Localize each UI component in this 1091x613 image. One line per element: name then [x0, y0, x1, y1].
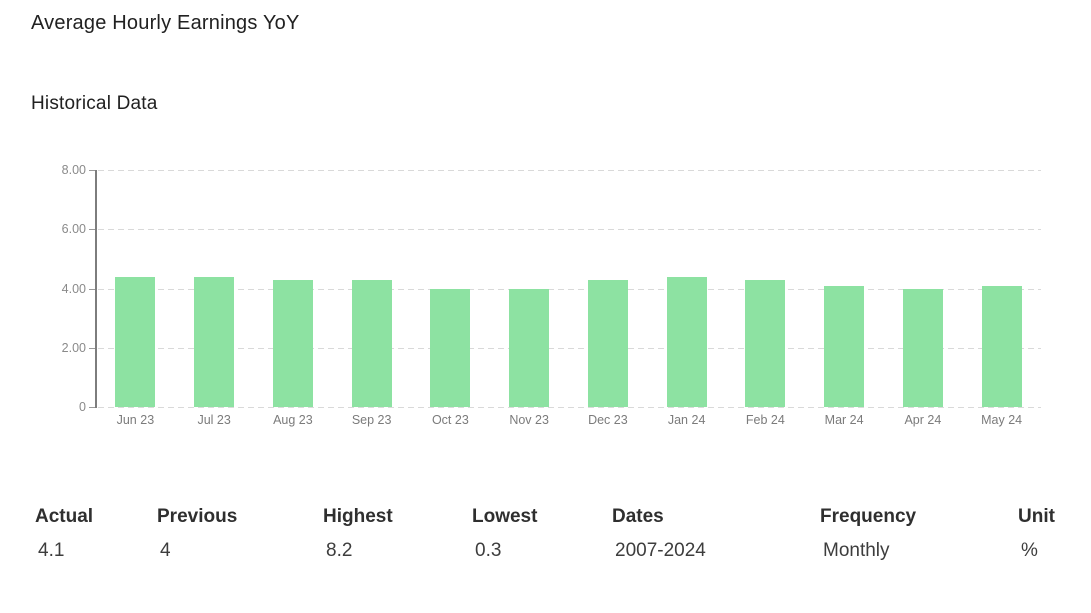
gridline: [98, 170, 1041, 171]
summary-table: Actual 4.1 Previous 4 Highest 8.2 Lowest…: [0, 504, 1091, 574]
summary-header-previous: Previous: [157, 506, 238, 527]
x-axis-label: Feb 24: [745, 413, 785, 427]
summary-col-dates: Dates 2007-2024: [612, 504, 706, 564]
y-axis-tick: [89, 347, 95, 349]
x-axis-label: Sep 23: [351, 413, 392, 427]
bar-jul-23[interactable]: [194, 276, 235, 407]
bar-sep-23[interactable]: [351, 279, 392, 407]
summary-value-unit: %: [1021, 540, 1038, 561]
x-axis-label: Oct 23: [431, 413, 469, 427]
summary-header-unit: Unit: [1018, 506, 1055, 527]
bar-feb-24[interactable]: [745, 279, 786, 407]
bar-aug-23[interactable]: [272, 279, 313, 407]
x-axis-label: May 24: [981, 413, 1023, 427]
summary-col-lowest: Lowest 0.3: [472, 504, 537, 564]
bar-apr-24[interactable]: [902, 288, 943, 407]
bar-may-24[interactable]: [981, 285, 1022, 407]
summary-value-lowest: 0.3: [475, 540, 502, 561]
summary-header-frequency: Frequency: [820, 506, 917, 527]
x-axis-label: Nov 23: [509, 413, 549, 427]
y-axis-tick: [89, 170, 95, 171]
x-axis-label: Jan 24: [667, 413, 706, 427]
summary-col-frequency: Frequency Monthly: [820, 504, 916, 564]
bar-dec-23[interactable]: [587, 279, 628, 407]
summary-value-frequency: Monthly: [823, 540, 890, 561]
y-axis-tick: [89, 288, 95, 290]
summary-header-dates: Dates: [612, 506, 664, 527]
y-axis-line: [95, 170, 97, 408]
x-axis-label: Apr 24: [904, 413, 942, 427]
summary-header-actual: Actual: [35, 506, 94, 527]
y-axis-label: 8.00: [61, 163, 86, 177]
summary-col-previous: Previous 4: [157, 504, 237, 564]
x-axis-label: Aug 23: [273, 413, 313, 427]
bar-oct-23[interactable]: [430, 288, 471, 407]
gridline: [98, 288, 1041, 290]
summary-value-previous: 4: [160, 540, 171, 561]
bar-mar-24[interactable]: [824, 285, 865, 407]
section-title: Historical Data: [31, 93, 158, 114]
y-axis-label: 0: [79, 400, 86, 414]
gridline: [98, 347, 1041, 349]
x-axis-label: Jul 23: [197, 413, 231, 427]
page-title: Average Hourly Earnings YoY: [31, 12, 300, 34]
summary-col-unit: Unit %: [1018, 504, 1055, 564]
y-axis-tick: [89, 229, 95, 231]
summary-value-dates: 2007-2024: [615, 540, 706, 561]
summary-header-highest: Highest: [323, 506, 393, 527]
y-axis-label: 4.00: [61, 281, 86, 296]
y-axis-tick: [89, 407, 95, 408]
gridline: [98, 229, 1041, 231]
historical-data-chart: 8.00 6.00 4.00 2.00 0 Jun 23 Jul 23 Aug 23 Sep …: [61, 163, 1041, 427]
summary-value-highest: 8.2: [326, 540, 353, 561]
x-axis-label: Jun 23: [116, 413, 155, 427]
x-axis-label: Dec 23: [588, 413, 628, 427]
bar-jun-23[interactable]: [115, 276, 156, 407]
x-axis-label: Mar 24: [824, 413, 864, 427]
bar-nov-23[interactable]: [509, 288, 550, 407]
y-axis-label: 6.00: [61, 222, 86, 237]
summary-value-actual: 4.1: [38, 540, 65, 561]
summary-col-actual: Actual 4.1: [35, 504, 93, 564]
summary-col-highest: Highest 8.2: [323, 504, 393, 564]
y-axis-label: 2.00: [61, 340, 86, 355]
summary-header-lowest: Lowest: [472, 506, 538, 527]
gridline: [98, 407, 1041, 408]
bar-jan-24[interactable]: [666, 276, 707, 407]
